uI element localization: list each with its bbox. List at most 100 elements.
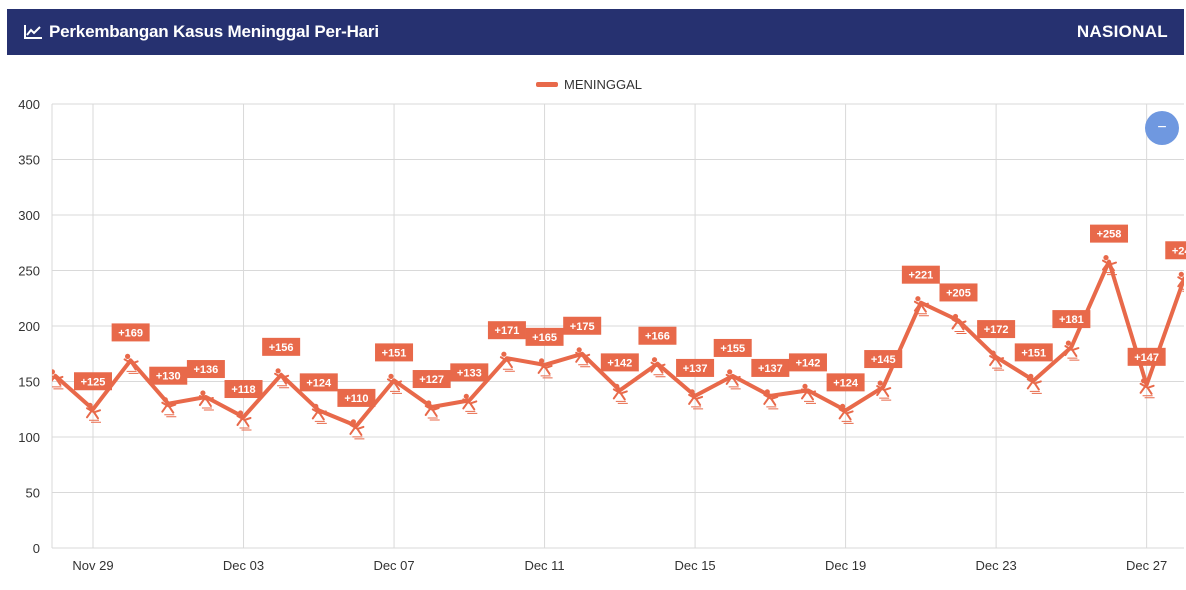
- person-head-icon: [87, 402, 93, 408]
- person-body-icon: [612, 388, 628, 401]
- motion-lines-icon: [691, 406, 704, 410]
- data-point-marker[interactable]: [1026, 373, 1042, 394]
- data-point-marker[interactable]: [349, 419, 365, 440]
- person-body-icon: [1139, 382, 1155, 395]
- person-head-icon: [52, 369, 55, 375]
- data-label: +147: [1127, 347, 1166, 366]
- zoom-out-button[interactable]: −: [1145, 111, 1179, 145]
- data-label-box: [337, 388, 376, 407]
- motion-lines-icon: [1105, 272, 1117, 276]
- person-head-icon: [1065, 340, 1071, 346]
- data-point-marker[interactable]: [763, 389, 779, 410]
- person-body-icon: [989, 355, 1005, 368]
- data-label: +156: [262, 337, 301, 356]
- person-head-icon: [1141, 378, 1147, 384]
- data-label-text: +169: [118, 327, 143, 339]
- data-point-marker[interactable]: [236, 410, 252, 431]
- data-point-marker[interactable]: [1102, 255, 1117, 276]
- data-point-marker[interactable]: [951, 313, 967, 334]
- legend[interactable]: MENINGGAL: [536, 77, 642, 92]
- data-point-marker[interactable]: [86, 402, 101, 423]
- data-point-marker[interactable]: [838, 403, 854, 424]
- data-point-marker[interactable]: [575, 347, 591, 368]
- data-point-marker[interactable]: [198, 390, 214, 411]
- x-tick-label: Dec 11: [524, 558, 564, 573]
- data-point-marker[interactable]: [725, 369, 741, 390]
- data-point-marker[interactable]: [913, 296, 929, 317]
- data-label-box: [864, 350, 903, 369]
- data-label-box: [788, 353, 827, 372]
- person-body-icon: [123, 358, 139, 371]
- motion-lines-icon: [89, 419, 101, 423]
- person-head-icon: [764, 389, 770, 395]
- data-label-text: +151: [382, 347, 407, 359]
- data-label-box: [826, 373, 865, 392]
- data-point-marker[interactable]: [499, 351, 515, 372]
- person-head-icon: [350, 419, 356, 425]
- person-body-icon: [499, 356, 515, 369]
- data-label-box: [600, 353, 639, 372]
- minus-icon: −: [1157, 119, 1167, 136]
- x-tick-label: Dec 27: [1126, 558, 1167, 573]
- person-body-icon: [838, 408, 854, 421]
- person-body-icon: [52, 375, 64, 386]
- data-point-marker[interactable]: [688, 389, 704, 410]
- data-label: +155: [713, 338, 752, 357]
- person-body-icon: [311, 408, 327, 421]
- data-label-box: [1090, 224, 1129, 243]
- person-head-icon: [840, 403, 846, 409]
- person-body-icon: [913, 300, 929, 313]
- y-tick-label: 150: [18, 375, 40, 390]
- header-title-group: Perkembangan Kasus Meninggal Per-Hari: [23, 9, 379, 55]
- data-label: +151: [1014, 343, 1053, 362]
- chart-area: 0 50 100 150 200 250 300 350 400 Nov 29 Dec 03 Dec …: [0, 56, 1186, 585]
- data-label: +118: [224, 380, 263, 399]
- y-tick-label: 50: [26, 486, 40, 501]
- data-label-text: +165: [532, 332, 557, 344]
- person-head-icon: [689, 389, 695, 395]
- data-point-marker[interactable]: [1177, 271, 1186, 292]
- data-point-marker[interactable]: [876, 380, 892, 401]
- data-label: +130: [149, 366, 188, 385]
- person-head-icon: [727, 369, 733, 375]
- person-body-icon: [161, 401, 177, 414]
- data-point-marker[interactable]: [989, 350, 1005, 371]
- x-tick-label: Dec 23: [976, 558, 1017, 573]
- data-point-marker[interactable]: [49, 369, 64, 390]
- data-label: +127: [412, 370, 451, 389]
- motion-lines-icon: [804, 400, 816, 404]
- data-point-marker[interactable]: [311, 403, 327, 424]
- data-label: +258: [1090, 224, 1129, 243]
- y-tick-label: 200: [18, 319, 40, 334]
- person-body-icon: [1026, 378, 1042, 391]
- data-label-text: +142: [607, 357, 632, 369]
- data-label-text: +147: [1134, 352, 1159, 364]
- data-label-text: +258: [1097, 229, 1122, 241]
- data-label: +175: [563, 316, 602, 335]
- y-tick-label: 400: [18, 97, 40, 112]
- plot-area: [49, 255, 1186, 440]
- data-point-marker[interactable]: [612, 383, 628, 404]
- data-point-marker[interactable]: [274, 368, 290, 389]
- data-label-text: +133: [457, 367, 482, 379]
- data-point-marker[interactable]: [387, 373, 402, 394]
- person-body-icon: [274, 372, 290, 385]
- data-point-marker[interactable]: [650, 357, 666, 378]
- data-label: +172: [977, 320, 1016, 339]
- data-point-marker[interactable]: [537, 358, 553, 379]
- data-point-marker[interactable]: [462, 393, 478, 414]
- person-head-icon: [576, 347, 582, 353]
- data-label: +166: [638, 326, 677, 345]
- data-label: +151: [375, 343, 414, 362]
- data-point-marker[interactable]: [801, 383, 816, 404]
- data-point-marker[interactable]: [1139, 378, 1155, 399]
- motion-lines-icon: [954, 331, 967, 334]
- data-point-marker[interactable]: [161, 397, 177, 418]
- data-point-marker[interactable]: [424, 400, 440, 421]
- x-tick-label: Dec 15: [674, 558, 715, 573]
- data-point-marker[interactable]: [123, 353, 139, 374]
- data-point-marker[interactable]: [1064, 340, 1080, 361]
- data-label: +124: [826, 373, 865, 392]
- data-label: +110: [337, 388, 376, 407]
- motion-lines-icon: [578, 364, 591, 368]
